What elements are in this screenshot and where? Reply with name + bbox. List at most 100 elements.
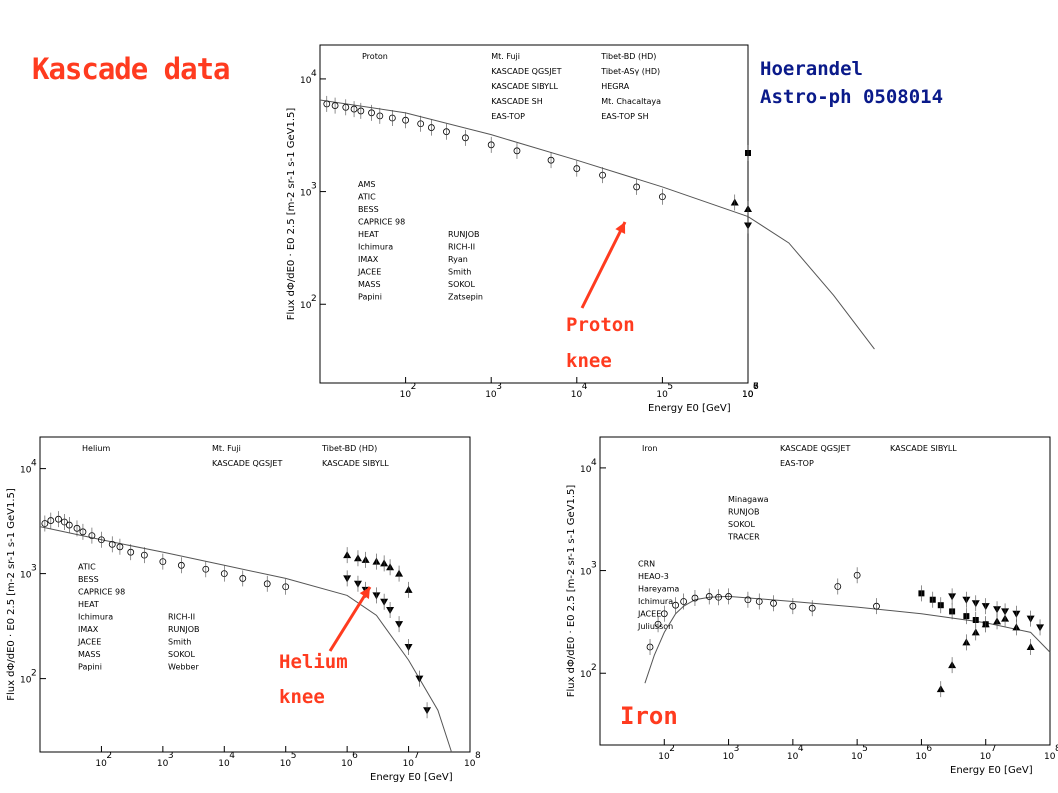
y-tick-label: 10 [20, 571, 32, 581]
panel-label: Helium [82, 444, 110, 453]
legend-entry-top: Tibet-BD (HD) [321, 444, 377, 453]
x-tick-label: 10 [980, 752, 992, 762]
x-tick-exponent: 8 [475, 751, 481, 761]
legend-entry-left: Ichimura [358, 242, 393, 251]
plot-frame [39, 436, 471, 753]
legend-entry-top: KASCADE SIBYLL [491, 82, 558, 91]
legend-entry-top: KASCADE QGSJET [780, 444, 850, 453]
x-tick-label: 10 [157, 759, 169, 769]
fit-line [319, 99, 875, 350]
reference-arxiv: Astro-ph 0508014 [760, 86, 944, 108]
legend-entry-left: ATIC [358, 192, 376, 201]
legend-entry-left: Ichimura [638, 597, 673, 606]
legend-entry-left: HEAT [78, 600, 99, 609]
x-tick-label: 10 [656, 390, 668, 400]
x-tick-exponent: 4 [582, 382, 588, 392]
legend-entry-top: KASCADE QGSJET [491, 67, 561, 76]
x-tick-label: 10 [915, 752, 927, 762]
legend-entry-top: KASCADE SIBYLL [890, 444, 957, 453]
legend-entry-left: JACEE [77, 637, 101, 646]
arrow-head [615, 222, 626, 234]
legend-entry-left: IMAX [358, 255, 379, 264]
x-tick-exponent: 8 [753, 382, 759, 392]
legend-entry-top: EAS-TOP [780, 459, 814, 468]
x-tick-exponent: 4 [798, 744, 804, 754]
legend-entry-top: Tibet-BD (HD) [600, 52, 656, 61]
legend-entry-left: MASS [358, 280, 381, 289]
x-tick-exponent: 7 [753, 382, 759, 392]
x-tick-exponent: 2 [106, 751, 112, 761]
arrow-head [359, 587, 370, 599]
y-axis-label: Flux dΦ/dE0 · E0 2.5 [m-2 sr-1 s-1 GeV1.… [566, 485, 577, 698]
reference-author: Hoerandel [760, 58, 863, 80]
x-tick-exponent: 5 [862, 744, 868, 754]
legend-entry-left: HEAO-3 [638, 572, 669, 581]
legend-entry-top: Mt. Fuji [212, 444, 241, 453]
legend-entry-mid: TRACER [727, 533, 760, 542]
x-tick-label: 10 [571, 390, 583, 400]
y-tick-exponent: 4 [311, 69, 317, 79]
y-tick-label: 10 [300, 189, 312, 199]
x-axis-label: Energy E0 [GeV] [370, 772, 453, 783]
legend-entry-top: Mt. Chacaltaya [601, 97, 661, 106]
legend-entry-mid: SOKOL [448, 280, 475, 289]
legend-entry-left: JACEE [357, 267, 381, 276]
y-tick-label: 10 [20, 676, 32, 686]
x-tick-label: 10 [464, 759, 476, 769]
x-tick-label: 10 [218, 759, 230, 769]
helium-knee-label-line2: knee [279, 686, 325, 708]
x-tick-label: 10 [787, 752, 799, 762]
legend-entry-mid: Minagawa [728, 495, 769, 504]
y-tick-exponent: 4 [591, 458, 597, 468]
legend-entry-left: CAPRICE 98 [358, 217, 405, 226]
y-tick-label: 10 [300, 76, 312, 86]
legend-entry-left: CAPRICE 98 [78, 587, 125, 596]
legend-entry-mid: Smith [168, 637, 191, 646]
x-tick-label: 10 [403, 759, 415, 769]
legend-entry-left: AMS [358, 180, 375, 189]
x-axis-label: Energy E0 [GeV] [950, 765, 1033, 776]
legend-entry-top: EAS-TOP [491, 112, 525, 121]
x-tick-exponent: 3 [168, 751, 174, 761]
legend-entry-left: Ichimura [78, 612, 113, 621]
legend-entry-top: HEGRA [601, 82, 630, 91]
legend-entry-left: JACEE [637, 609, 661, 618]
x-tick-exponent: 5 [667, 382, 673, 392]
legend-entry-left: ATIC [78, 562, 96, 571]
x-tick-exponent: 6 [753, 382, 759, 392]
legend-entry-left: HEAT [358, 230, 379, 239]
panel-label: Proton [362, 52, 388, 61]
proton-knee-arrow [580, 221, 627, 309]
y-tick-label: 10 [580, 670, 592, 680]
y-tick-label: 10 [580, 568, 592, 578]
x-tick-exponent: 2 [411, 382, 417, 392]
legend-entry-left: Papini [358, 292, 382, 301]
y-tick-exponent: 4 [31, 459, 37, 469]
legend-entry-left: BESS [78, 575, 99, 584]
legend-entry-left: MASS [78, 650, 101, 659]
plot-frame [319, 44, 749, 384]
legend-entry-mid: Smith [448, 267, 471, 276]
y-tick-exponent: 3 [591, 561, 597, 571]
y-tick-label: 10 [580, 465, 592, 475]
y-tick-label: 10 [20, 466, 32, 476]
legend-entry-mid: Ryan [448, 255, 468, 264]
y-axis-label: Flux dΦ/dE0 · E0 2.5 [m-2 sr-1 s-1 GeV1.… [286, 108, 297, 321]
arrow-shaft [328, 586, 372, 652]
legend-entry-mid: RUNJOB [448, 230, 480, 239]
legend-entry-left: Hareyama [638, 584, 679, 593]
helium-knee-label-line1: Helium [279, 651, 348, 673]
legend-entry-left: Papini [78, 662, 102, 671]
x-tick-exponent: 3 [734, 744, 740, 754]
x-tick-label: 10 [400, 390, 412, 400]
x-tick-exponent: 7 [414, 751, 420, 761]
x-tick-label: 10 [742, 390, 754, 400]
plot-frame [599, 436, 1051, 746]
x-tick-label: 10 [851, 752, 863, 762]
y-tick-exponent: 3 [311, 182, 317, 192]
x-tick-exponent: 3 [496, 382, 502, 392]
x-tick-exponent: 6 [352, 751, 358, 761]
x-tick-label: 10 [658, 752, 670, 762]
